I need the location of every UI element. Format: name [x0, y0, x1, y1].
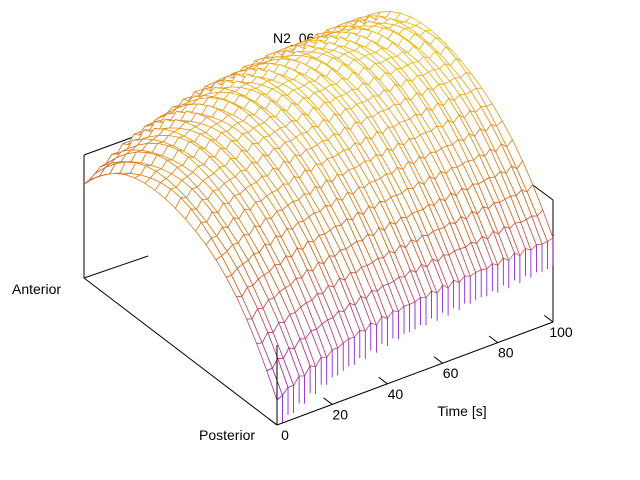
x-tick-mark [433, 356, 443, 364]
box-edge-back-bottom [83, 255, 149, 279]
x-tick-label: 80 [498, 345, 514, 361]
x-tick-label: 100 [549, 324, 573, 340]
x-tick-mark [323, 397, 333, 405]
y-axis-line [83, 277, 278, 426]
x-tick-label: 60 [443, 365, 459, 381]
x-tick-label: 20 [332, 406, 348, 422]
x-tick-mark [267, 418, 278, 426]
x-axis-line [276, 321, 554, 426]
y-axis-label-near: Posterior [199, 427, 255, 443]
x-axis-label: Time [s] [437, 403, 486, 419]
surface-mesh [83, 11, 554, 425]
x-tick-mark [543, 315, 554, 323]
surface-cell [536, 209, 554, 243]
x-tick-label: 0 [281, 427, 289, 443]
y-axis-label-far: Anterior [12, 281, 61, 297]
x-tick-mark [488, 335, 499, 343]
x-tick-label: 40 [388, 386, 404, 402]
x-tick-mark [378, 376, 388, 385]
box-front [83, 277, 554, 426]
x-ticks: 0 20 40 60 80 100 [267, 315, 573, 443]
